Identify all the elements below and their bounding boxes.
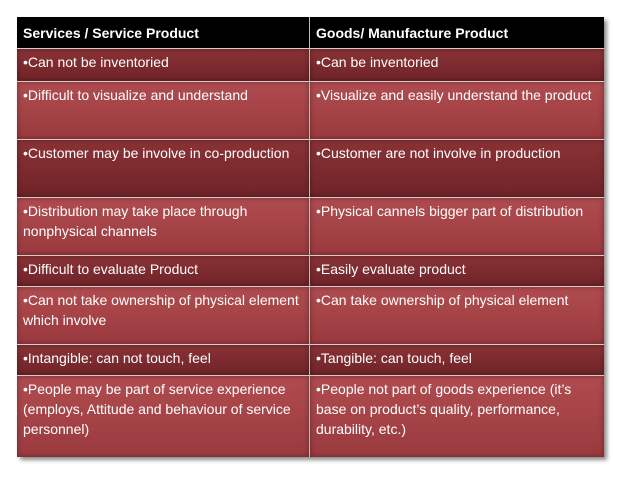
comparison-table: Services / Service Product Goods/ Manufa… [17,17,604,457]
goods-cell: Easily evaluate product [310,255,604,286]
bullet-icon [316,350,321,366]
table-row: Intangible: can not touch, feel Tangible… [17,344,604,375]
bullet-icon [316,292,321,308]
table-row: People may be part of service experience… [17,375,604,457]
goods-cell: Can take ownership of physical element [310,286,604,344]
services-cell: Intangible: can not touch, feel [17,344,310,375]
bullet-icon [23,381,28,397]
bullet-icon [23,203,28,219]
bullet-icon [23,261,28,277]
bullet-icon [316,87,321,103]
bullet-icon [316,261,321,277]
bullet-icon [23,145,28,161]
goods-cell: Can be inventoried [310,48,604,81]
table-row: Difficult to evaluate Product Easily eva… [17,255,604,286]
header-row: Services / Service Product Goods/ Manufa… [17,17,604,48]
table-row: Can not take ownership of physical eleme… [17,286,604,344]
services-cell: Distribution may take place through nonp… [17,197,310,255]
header-goods: Goods/ Manufacture Product [310,17,604,48]
bullet-icon [23,292,28,308]
services-cell: Difficult to evaluate Product [17,255,310,286]
bullet-icon [23,54,28,70]
goods-cell: Physical cannels bigger part of distribu… [310,197,604,255]
goods-cell: People not part of goods experience (it’… [310,375,604,457]
goods-cell: Customer are not involve in production [310,139,604,197]
services-cell: Can not be inventoried [17,48,310,81]
bullet-icon [316,203,321,219]
services-cell: Can not take ownership of physical eleme… [17,286,310,344]
services-cell: Customer may be involve in co-production [17,139,310,197]
table-row: Can not be inventoried Can be inventorie… [17,48,604,81]
goods-cell: Visualize and easily understand the prod… [310,81,604,139]
services-cell: Difficult to visualize and understand [17,81,310,139]
bullet-icon [316,54,321,70]
table-row: Distribution may take place through nonp… [17,197,604,255]
bullet-icon [316,381,321,397]
bullet-icon [23,87,28,103]
services-cell: People may be part of service experience… [17,375,310,457]
table-row: Difficult to visualize and understand Vi… [17,81,604,139]
header-services: Services / Service Product [17,17,310,48]
bullet-icon [316,145,321,161]
bullet-icon [23,350,28,366]
table-row: Customer may be involve in co-production… [17,139,604,197]
goods-cell: Tangible: can touch, feel [310,344,604,375]
